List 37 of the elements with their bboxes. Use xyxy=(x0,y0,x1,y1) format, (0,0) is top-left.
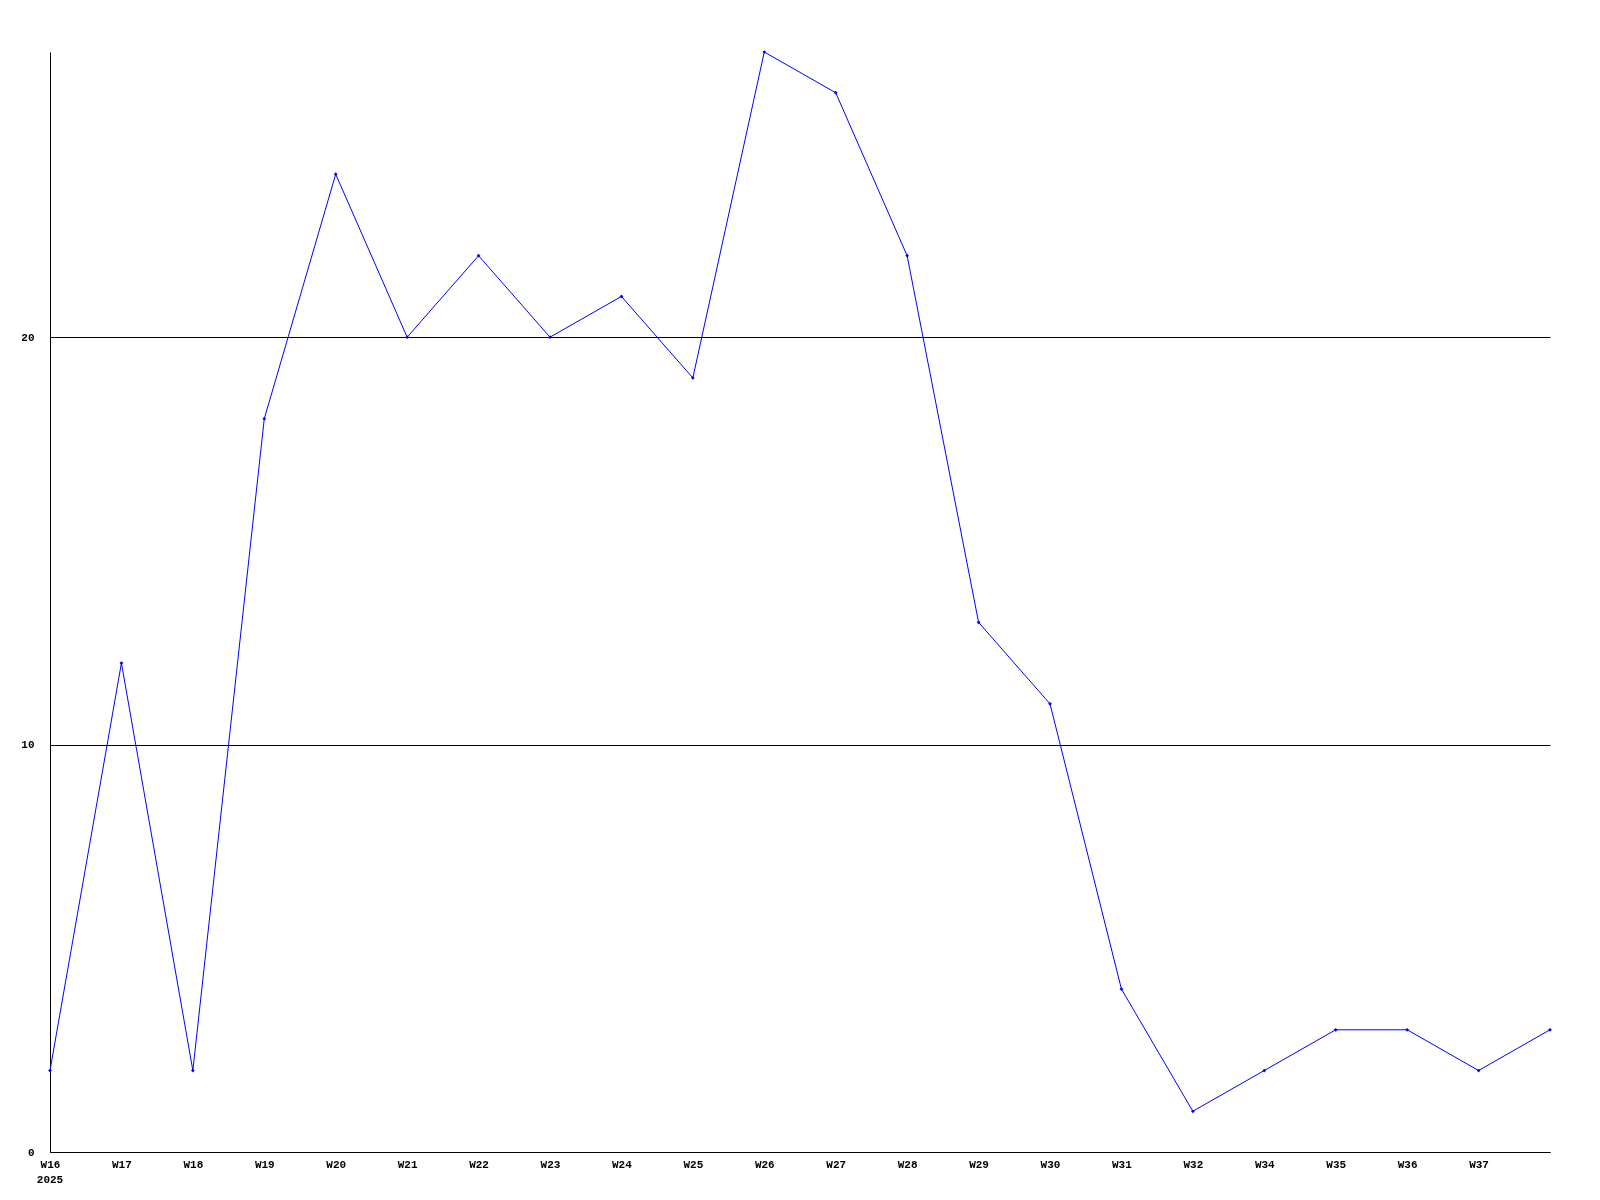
x-tick-label: W31 xyxy=(1112,1158,1133,1171)
x-tick-label: W22 xyxy=(469,1158,489,1171)
x-tick-label: W30 xyxy=(1040,1158,1061,1171)
x-tick-label: W27 xyxy=(826,1158,847,1171)
x-tick-label: W36 xyxy=(1397,1158,1418,1171)
point xyxy=(48,1068,52,1073)
y-tick-label: 10 xyxy=(21,739,35,752)
x-tick-label: W19 xyxy=(254,1158,275,1171)
x-tick-label: W20 xyxy=(326,1158,347,1171)
x-tick-label: W24 xyxy=(612,1158,633,1171)
point xyxy=(1048,701,1052,706)
x-tick-label: W35 xyxy=(1326,1158,1347,1171)
point xyxy=(1262,1068,1267,1073)
y-tick-label: 0 xyxy=(27,1146,35,1159)
y-tick-label: 20 xyxy=(21,331,35,344)
x-tick-label: W16 xyxy=(40,1158,61,1171)
point xyxy=(548,335,552,340)
x-tick-label: W26 xyxy=(754,1158,775,1171)
point xyxy=(476,253,481,258)
x-tick-label: W32 xyxy=(1183,1158,1204,1171)
x-tick-label: W28 xyxy=(897,1158,918,1171)
point xyxy=(190,1068,195,1073)
point xyxy=(1119,987,1124,991)
point xyxy=(119,661,124,665)
x-tick-label: W23 xyxy=(540,1158,561,1171)
x-tick-label: W34 xyxy=(1254,1158,1276,1171)
text: 2025 xyxy=(36,1174,64,1186)
x-tick-label: W18 xyxy=(183,1158,204,1171)
line-series xyxy=(48,50,1552,1114)
x-tick-label: W25 xyxy=(683,1158,704,1171)
x-tick-label: W37 xyxy=(1469,1158,1489,1171)
point xyxy=(762,50,767,54)
point xyxy=(905,253,910,258)
x-tick-label: W17 xyxy=(112,1158,132,1171)
x-tick-label: W29 xyxy=(969,1158,989,1171)
point xyxy=(1548,1027,1552,1032)
x-tick-label: W21 xyxy=(397,1158,418,1171)
